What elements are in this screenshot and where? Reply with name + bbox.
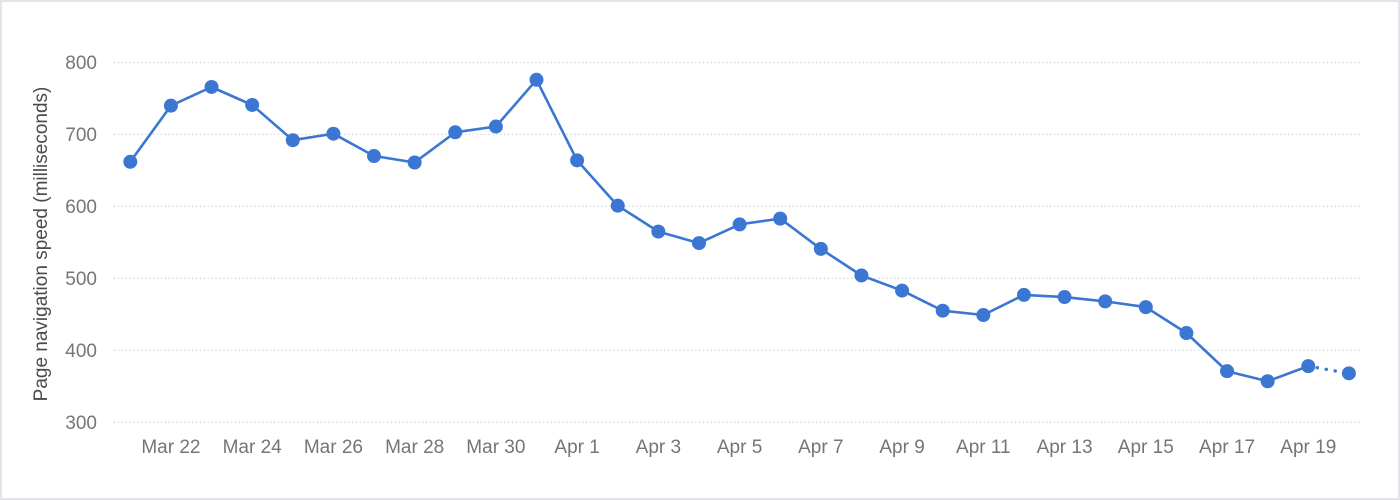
data-point xyxy=(367,149,382,164)
trend-line xyxy=(129,78,1310,383)
y-tick-label: 300 xyxy=(65,413,97,434)
data-point xyxy=(773,211,788,226)
x-tick-label: Apr 9 xyxy=(879,437,924,458)
x-tick-label: Apr 1 xyxy=(554,437,599,458)
x-tick-label: Apr 5 xyxy=(717,437,762,458)
data-point xyxy=(285,133,300,148)
x-tick-label: Apr 3 xyxy=(636,437,681,458)
x-tick-label: Mar 22 xyxy=(141,437,200,458)
data-point xyxy=(935,303,950,318)
data-point xyxy=(448,125,463,140)
y-tick-label: 700 xyxy=(65,125,97,146)
x-tick-label: Mar 30 xyxy=(466,437,525,458)
data-point xyxy=(1016,287,1031,302)
data-point xyxy=(1220,364,1235,379)
data-point xyxy=(854,268,869,283)
x-tick-label: Apr 17 xyxy=(1199,437,1255,458)
x-tick-label: Mar 28 xyxy=(385,437,444,458)
data-point xyxy=(1260,374,1275,389)
x-tick-label: Apr 15 xyxy=(1118,437,1174,458)
x-tick-label: Apr 7 xyxy=(798,437,843,458)
data-point xyxy=(570,153,585,168)
data-point xyxy=(1138,300,1153,315)
data-point xyxy=(407,155,422,170)
y-tick-label: 800 xyxy=(65,53,97,74)
data-point xyxy=(163,98,178,113)
y-tick-label: 400 xyxy=(65,341,97,362)
data-point xyxy=(204,79,219,94)
y-tick-label: 600 xyxy=(65,197,97,218)
data-point xyxy=(245,97,260,112)
data-point xyxy=(610,198,625,213)
data-point xyxy=(1301,359,1316,374)
data-point xyxy=(1098,294,1113,309)
data-point xyxy=(1341,366,1356,381)
data-point xyxy=(732,217,747,232)
y-tick-label: 500 xyxy=(65,269,97,290)
data-point xyxy=(529,72,544,87)
data-point xyxy=(691,236,706,251)
gridlines xyxy=(114,61,1362,423)
data-series xyxy=(123,72,1356,389)
x-tick-label: Apr 13 xyxy=(1037,437,1093,458)
data-point xyxy=(123,154,138,169)
y-axis-tick-labels: 800 700 600 500 400 300 xyxy=(65,53,97,434)
data-point xyxy=(813,241,828,256)
data-point xyxy=(976,308,991,323)
x-tick-label: Apr 11 xyxy=(956,437,1011,458)
x-tick-label: Mar 26 xyxy=(304,437,363,458)
data-point xyxy=(1057,290,1072,305)
y-axis-title: Page navigation speed (milliseconds) xyxy=(31,87,52,402)
x-tick-label: Apr 19 xyxy=(1280,437,1336,458)
x-tick-label: Mar 24 xyxy=(223,437,283,458)
data-point xyxy=(1179,326,1194,341)
data-point xyxy=(651,224,666,239)
data-point xyxy=(326,126,341,141)
data-point xyxy=(895,283,910,298)
data-point xyxy=(488,119,503,134)
x-axis-tick-labels: Mar 22 Mar 24 Mar 26 Mar 28 Mar 30 Apr 1 Apr 3… xyxy=(141,437,1336,458)
